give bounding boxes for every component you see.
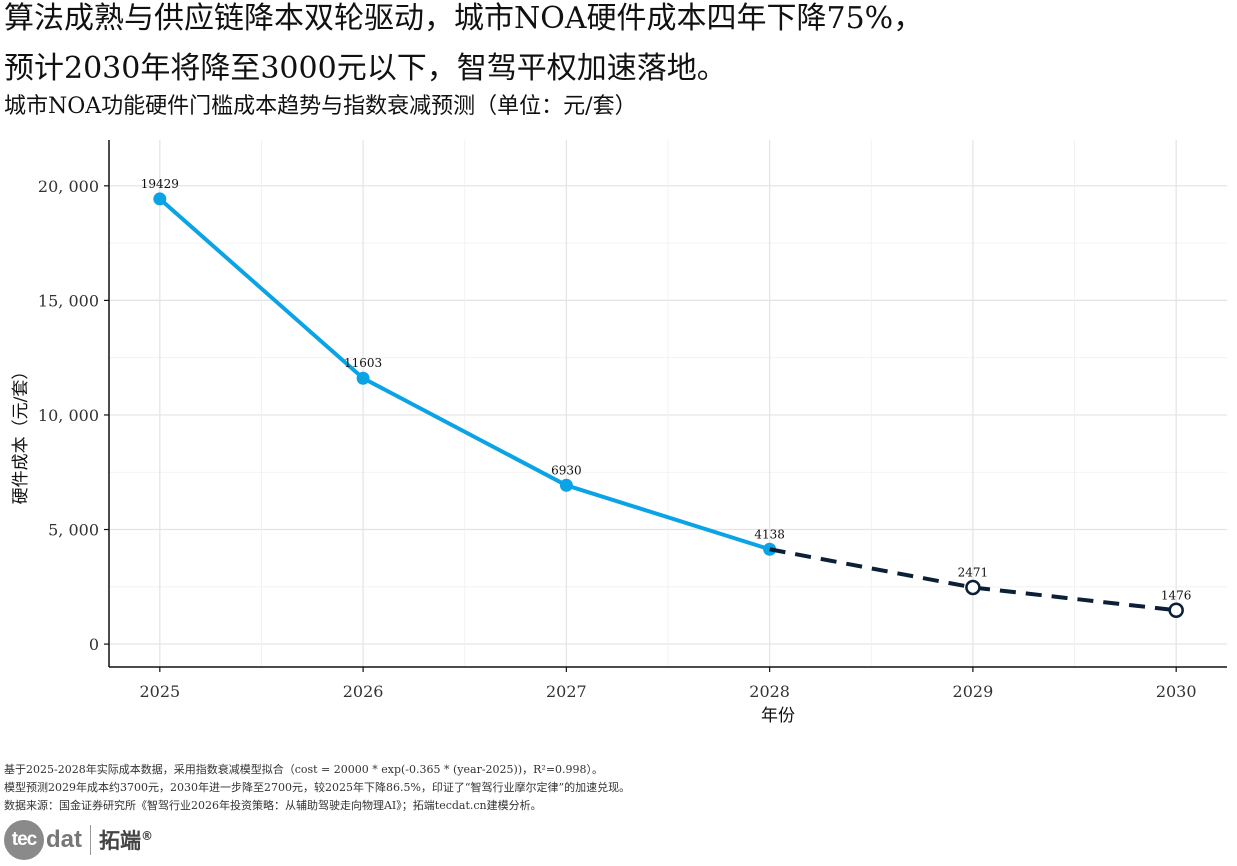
logo-divider: [90, 825, 91, 855]
x-tick-label: 2030: [1156, 682, 1197, 701]
data-point-forecast: [965, 579, 981, 596]
series-line-actual: [158, 197, 771, 552]
y-tick-label: 10, 000: [38, 406, 99, 425]
data-label: 2471: [958, 565, 989, 579]
y-axis-title: 硬件成本（元/套）: [11, 363, 31, 505]
y-tick-label: 20, 000: [38, 177, 99, 196]
data-label: 1476: [1161, 588, 1192, 602]
caption-forecast-note: 模型预测2029年成本约3700元，2030年进一步降至2700元，较2025年…: [4, 781, 631, 794]
data-label: 4138: [754, 527, 785, 541]
x-axis-title: 年份: [761, 706, 795, 726]
headline-line-1: 算法成熟与供应链降本双轮驱动，城市NOA硬件成本四年下降75%，: [4, 1, 924, 36]
data-point-actual: [153, 192, 167, 206]
data-point-actual: [356, 371, 370, 385]
headline-line-2: 预计2030年将降至3000元以下，智驾平权加速落地。: [4, 51, 727, 86]
data-label: 19429: [141, 177, 179, 191]
data-point-forecast: [1168, 602, 1184, 619]
x-tick-label: 2026: [343, 682, 384, 701]
logo-circle: tec: [4, 820, 44, 860]
tecdat-logo: tec dat 拓端®: [4, 818, 153, 862]
y-tick-label: 0: [89, 635, 99, 654]
data-point-actual: [559, 478, 573, 492]
caption-source-note: 数据来源：国金证券研究所《智驾行业2026年投资策略：从辅助驾驶走向物理AI》；…: [4, 799, 542, 812]
x-tick-label: 2027: [546, 682, 587, 701]
caption-model-note: 基于2025-2028年实际成本数据，采用指数衰减模型拟合（cost = 200…: [4, 763, 604, 776]
x-tick-label: 2025: [139, 682, 180, 701]
logo-cn-text: 拓端®: [99, 829, 153, 853]
x-tick-label: 2029: [953, 682, 994, 701]
x-tick-label: 2028: [749, 682, 790, 701]
cost-trend-line-chart: 0 5, 000 10, 000 15, 000 20, 000 2025 2026 2027…: [11, 140, 1227, 726]
y-tick-label: 15, 000: [38, 291, 99, 310]
data-label: 6930: [551, 463, 582, 477]
logo-text: dat: [46, 826, 82, 853]
y-tick-label: 5, 000: [48, 521, 99, 540]
chart-subtitle: 城市NOA功能硬件门槛成本趋势与指数衰减预测（单位：元/套）: [4, 94, 637, 119]
data-label: 11603: [344, 356, 382, 370]
series-line-forecast: [769, 547, 1177, 613]
